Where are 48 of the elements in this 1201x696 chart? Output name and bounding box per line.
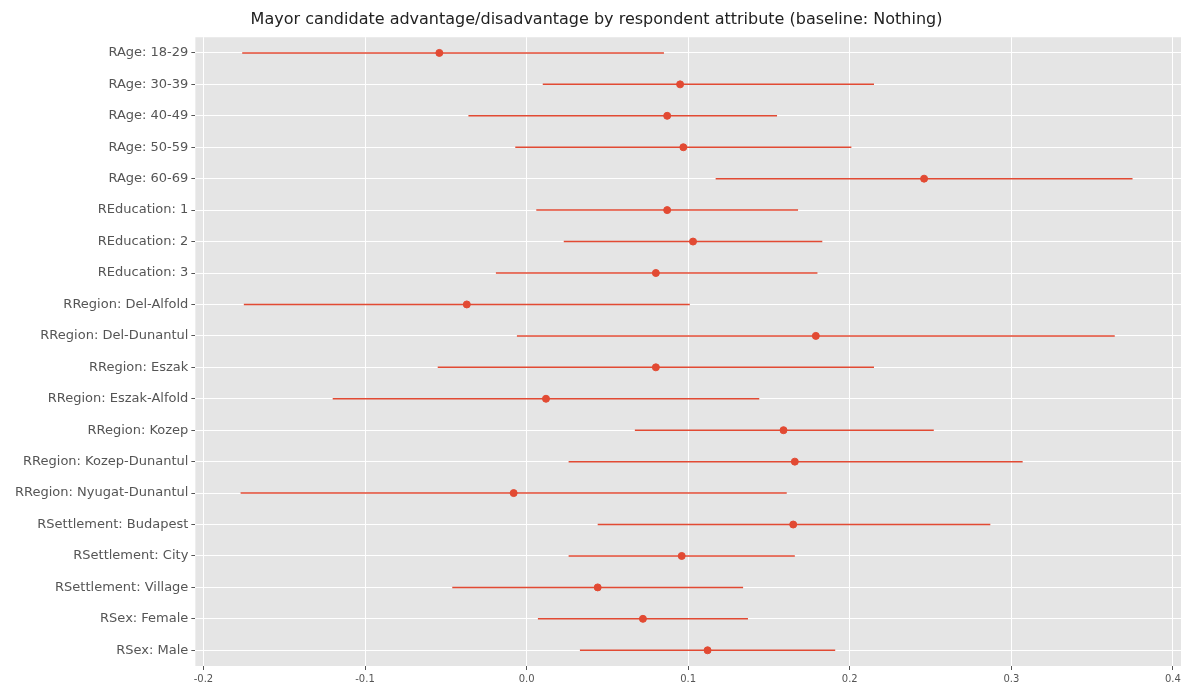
point xyxy=(679,143,688,152)
point xyxy=(790,457,799,466)
point xyxy=(651,363,660,372)
y-tick-label: RRegion: Nyugat-Dunantul xyxy=(15,484,189,500)
point xyxy=(593,583,602,592)
point xyxy=(689,237,698,246)
x-tick-label: 0.1 xyxy=(680,672,697,684)
point xyxy=(676,80,685,89)
x-tick-label: 0.3 xyxy=(1003,672,1020,684)
point xyxy=(435,48,444,57)
chart-title: Mayor candidate advantage/disadvantage by respondent attribute (baseline: Nothing) xyxy=(250,8,943,28)
x-tick-label: -0.2 xyxy=(193,672,214,684)
y-tick-label: RRegion: Eszak-Alfold xyxy=(47,390,189,406)
y-tick-label: RRegion: Del-Alfold xyxy=(63,295,189,311)
y-tick-label: RSettlement: Village xyxy=(55,578,189,594)
y-tick-label: REducation: 1 xyxy=(97,201,189,217)
x-tick-label: 0.0 xyxy=(518,672,535,684)
point xyxy=(703,646,712,655)
y-tick-label: RSettlement: City xyxy=(73,547,189,563)
y-tick-label: REducation: 2 xyxy=(97,232,189,248)
x-tick-label: 0.4 xyxy=(1164,672,1181,684)
y-tick-label: RAge: 50-59 xyxy=(108,138,189,154)
y-tick-label: RSex: Female xyxy=(100,610,189,626)
point xyxy=(462,300,471,309)
y-tick-label: RRegion: Kozep xyxy=(87,421,189,437)
point xyxy=(779,426,788,435)
x-tick-label: 0.2 xyxy=(841,672,858,684)
y-tick-label: RAge: 30-39 xyxy=(108,75,189,91)
y-tick-label: RAge: 60-69 xyxy=(108,170,189,186)
point xyxy=(920,174,929,183)
point xyxy=(663,111,672,120)
point xyxy=(651,269,660,277)
y-tick-label: RRegion: Eszak xyxy=(89,358,189,374)
point xyxy=(663,206,672,215)
point xyxy=(789,520,798,529)
point xyxy=(811,331,820,340)
point xyxy=(677,551,686,560)
y-tick-label: REducation: 3 xyxy=(97,264,189,280)
point xyxy=(509,489,518,498)
x-tick-label: -0.1 xyxy=(355,672,375,684)
y-tick-label: RSettlement: Budapest xyxy=(37,515,189,531)
point xyxy=(638,614,647,623)
point xyxy=(541,394,550,403)
y-tick-label: RAge: 18-29 xyxy=(108,44,189,60)
y-tick-label: RSex: Male xyxy=(116,641,189,657)
y-tick-label: RAge: 40-49 xyxy=(108,107,189,123)
y-tick-label: RRegion: Kozep-Dunantul xyxy=(23,453,189,469)
y-tick-label: RRegion: Del-Dunantul xyxy=(40,327,189,343)
